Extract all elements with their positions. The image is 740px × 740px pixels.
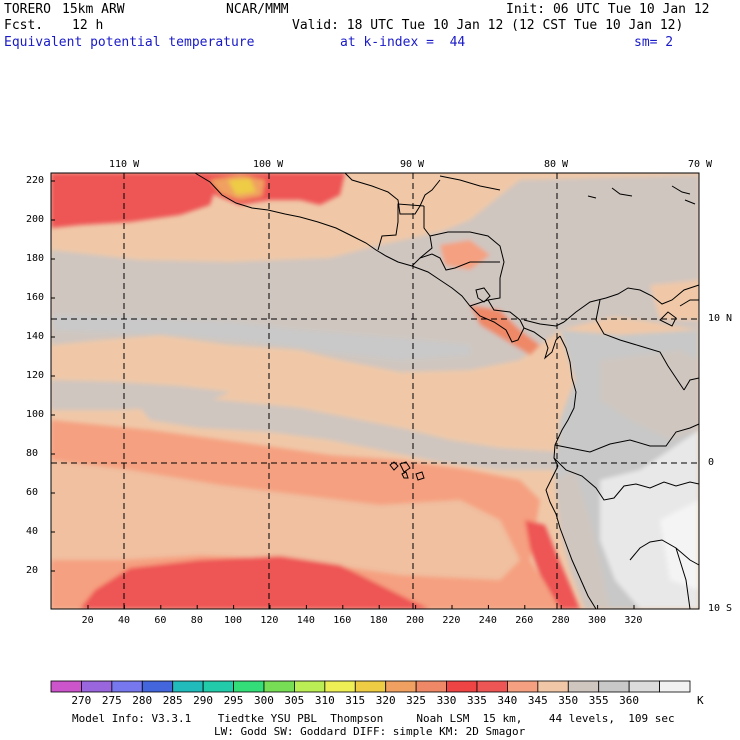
colorbar-swatch bbox=[567, 680, 600, 693]
y-tick-label: 60 bbox=[26, 487, 39, 498]
colorbar-label: 280 bbox=[132, 694, 153, 707]
colorbar-label: 305 bbox=[284, 694, 305, 707]
y-tick-label: 120 bbox=[26, 370, 45, 381]
colorbar-swatch bbox=[81, 680, 113, 693]
forecast-hour: 12 h bbox=[72, 18, 104, 33]
x-tick-label: 140 bbox=[296, 615, 315, 626]
y-tick-label: 140 bbox=[26, 331, 45, 342]
field-name: Equivalent potential temperature bbox=[4, 35, 255, 50]
colorbar-swatch bbox=[141, 680, 174, 693]
y-tick-label: 180 bbox=[26, 253, 45, 264]
colorbar-label: 310 bbox=[314, 694, 335, 707]
colorbar-label: 330 bbox=[436, 694, 457, 707]
lat-label-10n: 10 N bbox=[708, 313, 733, 324]
lon-label-90w: 90 W bbox=[400, 159, 425, 170]
model-resolution: 15km ARW bbox=[62, 2, 125, 17]
forecast-label: Fcst. bbox=[4, 18, 44, 33]
colorbar-label: 340 bbox=[497, 694, 518, 707]
model-name: TORERO bbox=[4, 2, 51, 17]
colorbar-swatch bbox=[324, 680, 356, 693]
colorbar-label: 275 bbox=[101, 694, 122, 707]
colorbar-swatch bbox=[659, 680, 691, 693]
colorbar-label: 290 bbox=[193, 694, 214, 707]
colorbar-swatch bbox=[446, 680, 478, 693]
x-tick-label: 40 bbox=[118, 615, 131, 626]
axis-ticks bbox=[51, 180, 635, 609]
x-tick-label: 220 bbox=[442, 615, 461, 626]
x-tick-label: 120 bbox=[260, 615, 279, 626]
colorbar-swatch bbox=[385, 680, 417, 693]
init-time: Init: 06 UTC Tue 10 Jan 12 bbox=[506, 2, 710, 17]
colorbar-swatch bbox=[263, 680, 295, 693]
valid-time: Valid: 18 UTC Tue 10 Jan 12 (12 CST Tue … bbox=[292, 18, 684, 33]
colorbar-swatch bbox=[537, 680, 569, 693]
x-tick-label: 60 bbox=[154, 615, 167, 626]
colorbar-label: 315 bbox=[345, 694, 366, 707]
physics-info-line: LW: Godd SW: Goddard DIFF: simple KM: 2D… bbox=[214, 725, 526, 738]
colorbar-label: 270 bbox=[71, 694, 92, 707]
colorbar-swatch bbox=[628, 680, 660, 693]
y-tick-label: 20 bbox=[26, 565, 39, 576]
colorbar-unit: K bbox=[697, 694, 704, 707]
x-tick-label: 100 bbox=[224, 615, 243, 626]
colorbar-swatch bbox=[476, 680, 508, 693]
colorbar-swatch bbox=[294, 680, 326, 693]
level-info: at k-index = 44 bbox=[340, 35, 466, 50]
colorbar-label: 325 bbox=[406, 694, 427, 707]
lon-label-110w: 110 W bbox=[109, 159, 140, 170]
theta-e-field bbox=[51, 173, 699, 609]
lon-label-80w: 80 W bbox=[544, 159, 569, 170]
lon-label-70w: 70 W bbox=[688, 159, 713, 170]
x-tick-label: 240 bbox=[478, 615, 497, 626]
x-tick-label: 200 bbox=[406, 615, 425, 626]
y-tick-label: 160 bbox=[26, 292, 45, 303]
colorbar-label: 285 bbox=[162, 694, 183, 707]
x-tick-label: 160 bbox=[333, 615, 352, 626]
x-tick-label: 20 bbox=[81, 615, 94, 626]
y-tick-label: 220 bbox=[26, 175, 45, 186]
colorbar-label: 345 bbox=[527, 694, 548, 707]
y-tick-label: 40 bbox=[26, 526, 39, 537]
lat-label-10s: 10 S bbox=[708, 603, 733, 614]
graticule bbox=[51, 173, 699, 609]
colorbar-label: 320 bbox=[375, 694, 396, 707]
y-tick-label: 80 bbox=[26, 448, 39, 459]
smoothing-info: sm= 2 bbox=[634, 35, 674, 50]
lon-label-100w: 100 W bbox=[253, 159, 284, 170]
colorbar-label: 300 bbox=[254, 694, 274, 707]
colorbar-swatch bbox=[598, 680, 630, 693]
colorbar bbox=[50, 680, 691, 693]
colorbar-label: 360 bbox=[619, 694, 640, 707]
x-tick-label: 260 bbox=[515, 615, 534, 626]
model-info-line: Model Info: V3.3.1 Tiedtke YSU PBL Thomp… bbox=[72, 712, 675, 725]
colorbar-swatch bbox=[415, 680, 447, 693]
colorbar-swatch bbox=[111, 680, 143, 693]
x-tick-label: 320 bbox=[624, 615, 643, 626]
x-tick-label: 180 bbox=[369, 615, 388, 626]
coastlines bbox=[194, 172, 700, 610]
colorbar-label: 350 bbox=[558, 694, 579, 707]
colorbar-swatch bbox=[354, 680, 387, 693]
x-tick-label: 300 bbox=[588, 615, 607, 626]
model-center: NCAR/MMM bbox=[226, 2, 289, 17]
y-tick-label: 100 bbox=[26, 409, 45, 420]
colorbar-swatch bbox=[507, 680, 539, 693]
colorbar-label: 355 bbox=[588, 694, 609, 707]
colorbar-label: 295 bbox=[223, 694, 244, 707]
colorbar-swatch bbox=[233, 680, 265, 693]
lat-label-0: 0 bbox=[708, 457, 715, 468]
map-frame bbox=[50, 172, 700, 610]
y-tick-label: 200 bbox=[26, 214, 45, 225]
x-tick-label: 80 bbox=[190, 615, 203, 626]
colorbar-swatch bbox=[172, 680, 204, 693]
colorbar-swatch bbox=[50, 680, 82, 693]
colorbar-swatch bbox=[202, 680, 234, 693]
colorbar-label: 335 bbox=[467, 694, 487, 707]
x-tick-label: 280 bbox=[551, 615, 570, 626]
